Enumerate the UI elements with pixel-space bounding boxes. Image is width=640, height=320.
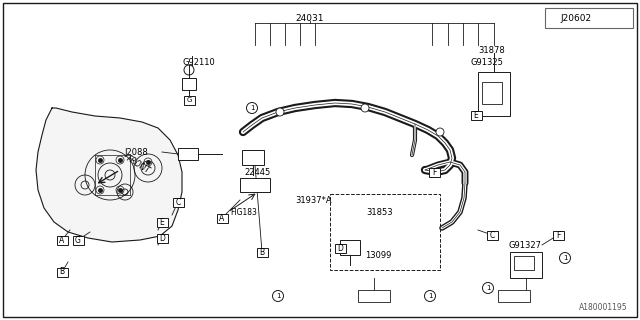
Polygon shape (36, 108, 182, 242)
Circle shape (276, 108, 284, 116)
Bar (340, 240, 360, 255)
Bar (157, 234, 168, 243)
Bar (478, 72, 510, 116)
Text: G91325: G91325 (470, 58, 503, 67)
Bar (178, 148, 198, 160)
Text: A180001195: A180001195 (579, 303, 628, 312)
Bar (173, 197, 184, 206)
Bar (330, 194, 440, 270)
Text: 1: 1 (428, 293, 432, 299)
Text: J20602: J20602 (560, 13, 591, 22)
Bar (242, 150, 264, 165)
Bar (358, 290, 390, 302)
Text: A: A (60, 236, 65, 244)
Bar (486, 230, 497, 239)
Text: 1: 1 (563, 255, 567, 261)
Text: 1: 1 (486, 285, 490, 291)
Bar (498, 290, 530, 302)
Text: 1: 1 (250, 105, 254, 111)
Text: D: D (159, 234, 165, 243)
Text: 31937*A: 31937*A (295, 196, 332, 204)
Bar (240, 178, 270, 192)
Bar (335, 244, 346, 252)
Circle shape (246, 102, 257, 114)
Bar (157, 218, 168, 227)
Text: 24031: 24031 (296, 13, 324, 22)
Bar (184, 95, 195, 105)
Bar (182, 78, 196, 90)
Text: 1: 1 (276, 293, 280, 299)
Bar (552, 230, 563, 239)
Bar (514, 256, 534, 270)
Text: F: F (432, 167, 436, 177)
Circle shape (483, 283, 493, 293)
Text: 22445: 22445 (244, 168, 270, 177)
Text: E: E (159, 218, 164, 227)
Bar (56, 268, 67, 276)
Text: G91327: G91327 (508, 241, 541, 250)
Bar (429, 167, 440, 177)
Text: 31853: 31853 (367, 207, 394, 217)
Text: E: E (474, 110, 478, 119)
Text: 13099: 13099 (365, 251, 392, 260)
Circle shape (436, 128, 444, 136)
Text: FRONT: FRONT (125, 154, 152, 176)
Text: G: G (186, 97, 192, 103)
Bar (510, 252, 542, 278)
Text: 31878: 31878 (478, 45, 505, 54)
Text: 31937*C: 31937*C (497, 292, 531, 300)
Bar (482, 82, 502, 104)
Text: B: B (60, 268, 65, 276)
Circle shape (361, 104, 369, 112)
Text: A: A (220, 213, 225, 222)
Text: B: B (259, 247, 264, 257)
Text: J2088: J2088 (124, 148, 148, 156)
Text: G: G (75, 236, 81, 244)
Circle shape (248, 104, 256, 112)
Text: C: C (490, 230, 495, 239)
Text: 31937*B: 31937*B (357, 292, 390, 300)
Circle shape (559, 252, 570, 263)
Circle shape (184, 65, 194, 75)
Bar (216, 213, 227, 222)
Circle shape (550, 13, 559, 22)
Text: G92110: G92110 (182, 58, 215, 67)
Bar (470, 110, 481, 119)
Text: D: D (337, 244, 343, 252)
Text: F: F (556, 230, 560, 239)
Text: 1: 1 (552, 15, 556, 21)
Circle shape (424, 291, 435, 301)
Bar (72, 236, 83, 244)
Circle shape (273, 291, 284, 301)
Bar (545, 8, 633, 28)
Bar (257, 247, 268, 257)
Bar (56, 236, 67, 244)
Text: FIG183: FIG183 (230, 207, 257, 217)
Text: C: C (175, 197, 180, 206)
